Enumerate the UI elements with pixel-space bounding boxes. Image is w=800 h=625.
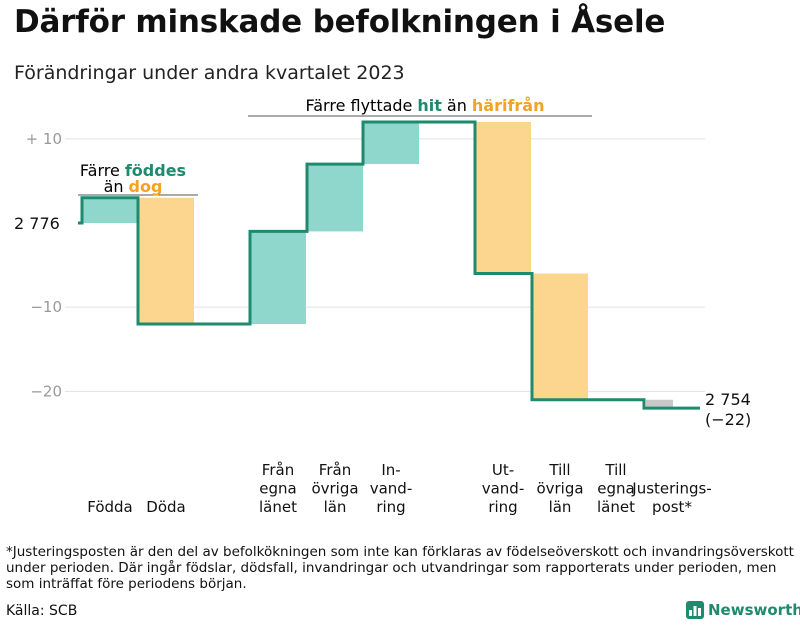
footnote: *Justeringsposten är den del av befolkök… xyxy=(6,544,794,592)
y-tick-label: + 10 xyxy=(26,130,62,148)
bar-1 xyxy=(82,197,138,223)
bar-2 xyxy=(138,197,194,324)
category-label: Till egna länet xyxy=(597,461,635,516)
y-tick-label: −10 xyxy=(30,298,62,316)
value-labels: 2 776 2 754(−22) xyxy=(14,214,751,429)
bar-7 xyxy=(532,273,588,400)
annotations: Färre föddes än dog Färre flyttade hit än här… xyxy=(78,96,592,196)
brand-logo: Newsworthy xyxy=(686,601,800,619)
category-label: Födda xyxy=(87,498,133,516)
category-label: Ut-vand-ring xyxy=(482,461,525,516)
category-label: Justerings-post* xyxy=(631,480,711,517)
waterfall-chart: + 10 −10 −20 Födda Döda Från egna länet Från övr… xyxy=(14,96,751,516)
brand-name: Newsworthy xyxy=(708,601,800,619)
births-deaths-annotation-line2: än dog xyxy=(104,177,163,196)
category-label: Döda xyxy=(146,498,185,516)
chart-title: Därför minskade befolkningen i Åsele xyxy=(14,4,666,40)
category-labels: Födda Döda Från egna länet Från övriga län In-va… xyxy=(87,461,711,516)
step-line xyxy=(78,120,700,410)
births-deaths-annotation-line1: Färre föddes xyxy=(80,161,186,180)
cumulative-step-line xyxy=(78,120,700,410)
start-value-label: 2 776 xyxy=(14,214,60,233)
bar-4 xyxy=(307,164,363,232)
category-label: Från egna länet xyxy=(259,461,297,516)
y-tick-label: −20 xyxy=(30,382,62,400)
newsworthy-logo-icon xyxy=(686,601,704,619)
bars xyxy=(82,122,673,409)
end-value-label: 2 754 xyxy=(705,390,751,409)
end-change-label: (−22) xyxy=(705,410,751,429)
chart-subtitle: Förändringar under andra kvartalet 2023 xyxy=(14,62,405,84)
bar-6 xyxy=(475,122,531,274)
bar-3 xyxy=(250,231,306,324)
category-label: Till övriga län xyxy=(536,461,583,516)
bar-9 xyxy=(646,399,673,409)
y-axis-tick-labels: + 10 −10 −20 xyxy=(26,130,62,401)
migration-annotation: Färre flyttade hit än härifrån xyxy=(306,96,545,115)
category-label: In-vand-ring xyxy=(370,461,413,516)
category-label: Från övriga län xyxy=(311,461,358,516)
bar-5 xyxy=(363,122,419,165)
source-label: Källa: SCB xyxy=(6,603,78,619)
